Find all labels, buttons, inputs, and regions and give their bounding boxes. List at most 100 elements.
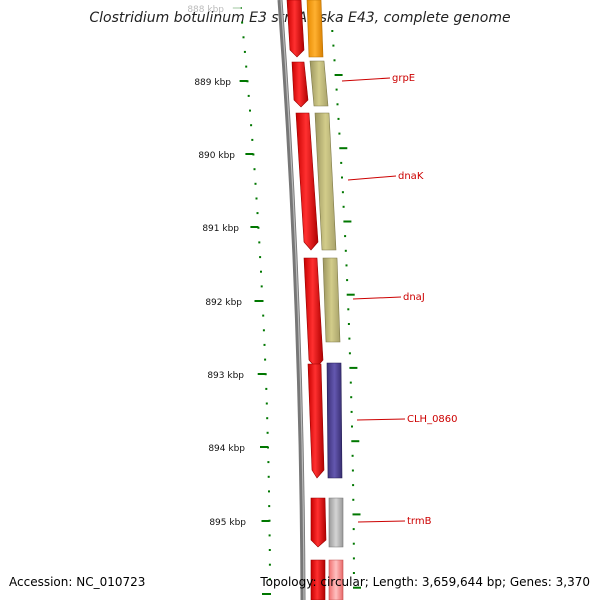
scale-label: 888 kbp — [187, 5, 224, 15]
scale-label: 890 kbp — [198, 151, 235, 161]
gene-label-trmB: trmB — [407, 516, 432, 527]
major-tick — [260, 446, 268, 448]
minor-tick — [265, 402, 268, 405]
cds-arrow — [286, 0, 305, 58]
minor-tick — [262, 329, 265, 332]
scale-label: 893 kbp — [207, 371, 244, 381]
right-tick — [342, 205, 345, 208]
major-tick — [257, 373, 266, 375]
minor-tick — [255, 197, 258, 200]
minor-tick — [268, 549, 271, 551]
right-tick — [341, 176, 343, 179]
scale-label: 891 kbp — [202, 224, 239, 234]
right-tick — [348, 337, 351, 340]
gene-label-dnaK: dnaK — [398, 171, 424, 182]
right-tick — [352, 572, 355, 574]
right-tick — [335, 88, 338, 91]
minor-tick — [265, 387, 268, 390]
cog-block — [326, 362, 343, 479]
right-tick — [337, 117, 340, 120]
gene-label-leaders — [341, 77, 406, 523]
scale-label: 889 kbp — [194, 78, 231, 88]
right-tick — [352, 498, 355, 501]
backbone-arc-highlight — [280, 0, 305, 600]
right-tick — [348, 352, 351, 355]
minor-tick — [264, 358, 267, 361]
minor-tick — [260, 285, 263, 288]
right-tick — [349, 381, 352, 384]
right-tick — [352, 557, 355, 560]
right-tick — [334, 74, 343, 76]
right-tick — [340, 161, 343, 164]
leader-line — [341, 77, 391, 82]
right-tick — [344, 249, 347, 252]
accession-label: Accession: NC_010723 — [9, 575, 146, 589]
right-tick — [344, 235, 347, 238]
major-tick — [261, 520, 270, 522]
minor-tick — [268, 563, 271, 566]
right-ticks — [331, 30, 361, 589]
right-tick — [352, 513, 361, 516]
cog-track — [306, 0, 344, 600]
major-tick — [239, 80, 248, 82]
minor-tick — [268, 490, 270, 493]
right-tick — [346, 279, 349, 282]
right-tick — [333, 59, 336, 62]
minor-tick — [250, 124, 253, 127]
right-tick — [347, 308, 350, 311]
cds-arrow — [291, 61, 309, 108]
cog-block — [309, 60, 329, 107]
right-tick — [345, 264, 348, 267]
backbone-arc — [277, 0, 306, 600]
right-tick — [350, 410, 353, 413]
scale-label: 892 kbp — [205, 298, 242, 308]
leader-line — [347, 175, 397, 181]
cog-block — [322, 257, 341, 343]
minor-tick — [266, 417, 269, 420]
major-tick — [250, 226, 259, 228]
right-tick — [351, 425, 353, 428]
cog-block — [328, 497, 344, 548]
gene-labels: grpE dnaK dnaJ CLH_0860 trmB — [392, 73, 458, 527]
minor-tick — [242, 36, 245, 39]
right-tick — [332, 44, 335, 47]
minor-tick — [268, 534, 271, 537]
minor-tick — [262, 314, 265, 317]
right-tick — [347, 323, 350, 325]
minor-tick — [241, 21, 244, 24]
cog-block — [328, 559, 344, 600]
cds-arrow — [295, 112, 319, 251]
right-tick — [336, 103, 339, 106]
minor-tick — [243, 50, 246, 53]
right-tick — [339, 147, 348, 150]
minor-tick — [266, 431, 269, 434]
right-tick — [351, 440, 360, 443]
minor-tick — [268, 505, 271, 508]
minor-tick — [245, 65, 248, 68]
minor-tick — [247, 94, 250, 97]
scale-label: 894 kbp — [208, 444, 245, 454]
right-tick — [352, 528, 355, 531]
minor-tick — [253, 168, 256, 171]
cog-block — [306, 0, 324, 58]
gene-label-grpE: grpE — [392, 73, 415, 84]
right-tick — [331, 30, 334, 32]
cds-arrow — [307, 363, 325, 479]
cds-arrow — [310, 559, 326, 600]
right-tick — [353, 586, 361, 589]
cds-arrow — [303, 257, 324, 369]
minor-tick — [260, 270, 262, 273]
leader-line — [357, 520, 406, 523]
gene-label-dnaJ: dnaJ — [403, 292, 425, 303]
leader-line — [356, 418, 406, 421]
cds-arrow — [310, 497, 327, 548]
minor-tick — [256, 212, 259, 215]
minor-tick — [254, 182, 257, 185]
right-tick — [349, 366, 358, 369]
major-tick — [245, 153, 254, 155]
minor-tick — [267, 461, 270, 464]
major-tick — [232, 7, 241, 9]
right-tick — [341, 191, 344, 194]
minor-tick — [251, 138, 254, 141]
